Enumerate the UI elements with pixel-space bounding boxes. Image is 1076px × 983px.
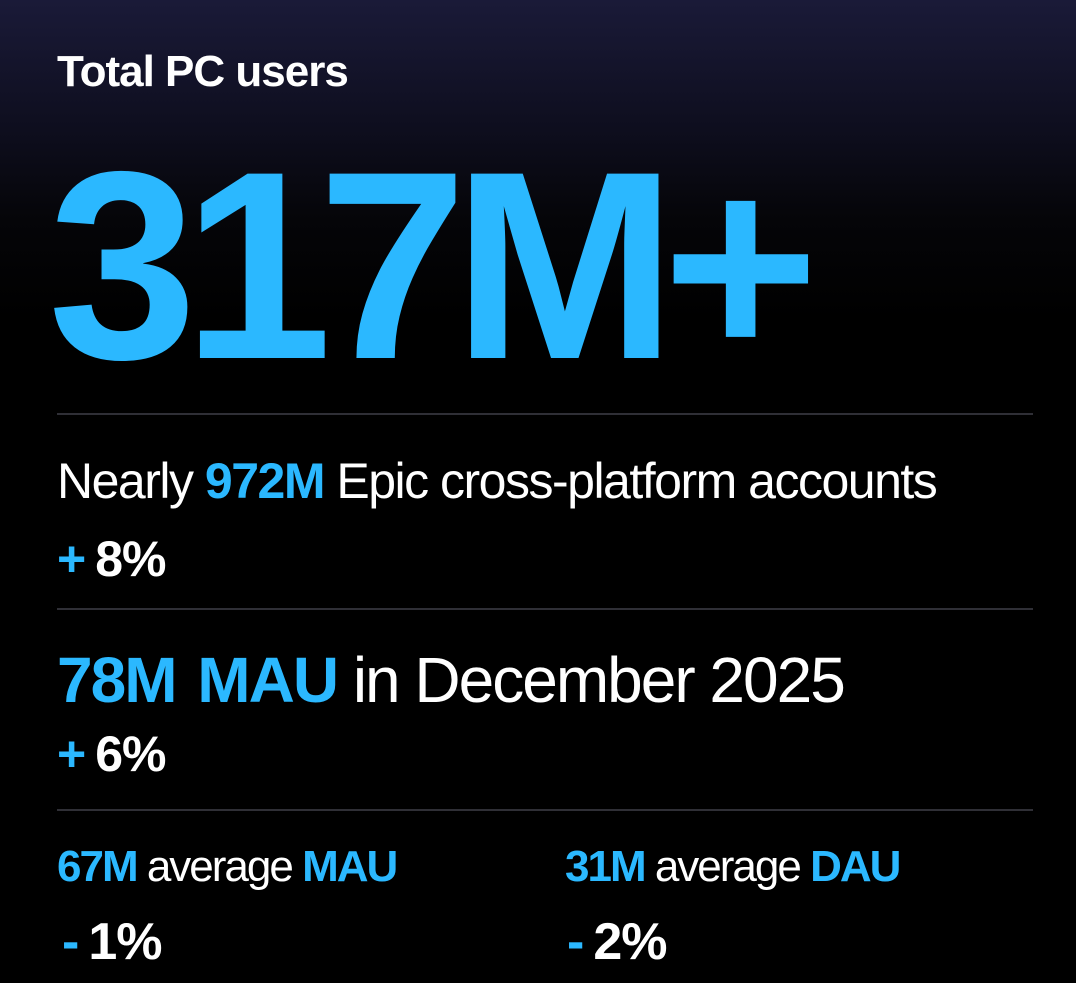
december-mau-stat: 78M MAU in December 2025 (57, 644, 846, 716)
average-dau-label: average (654, 842, 802, 891)
average-dau-delta: -2% (567, 912, 667, 972)
average-dau-stat: 31M average DAU (565, 840, 901, 894)
average-mau-delta-sign: - (62, 913, 79, 971)
total-pc-users-value: 317M+ (48, 115, 819, 415)
december-mau-delta-sign: + (57, 726, 86, 782)
accounts-value: 972M (204, 453, 326, 509)
accounts-delta: +8% (57, 529, 166, 589)
card-title: Total PC users (57, 47, 349, 96)
average-dau-value: 31M (565, 842, 647, 891)
accounts-stat: Nearly 972M Epic cross-platform accounts (57, 451, 938, 511)
average-mau-delta: -1% (62, 912, 162, 972)
accounts-prefix: Nearly (57, 453, 194, 509)
december-mau-suffix: in December 2025 (352, 644, 846, 716)
divider (57, 608, 1033, 610)
average-mau-stat: 67M average MAU (57, 840, 398, 894)
average-mau-label: average (146, 842, 294, 891)
average-dau-metric: DAU (810, 842, 901, 891)
divider (57, 809, 1033, 811)
average-mau-value: 67M (57, 842, 139, 891)
accounts-delta-sign: + (57, 531, 86, 587)
average-mau-metric: MAU (302, 842, 398, 891)
average-dau-delta-value: 2% (593, 913, 667, 971)
accounts-suffix: Epic cross-platform accounts (336, 453, 937, 509)
divider (57, 413, 1033, 415)
december-mau-delta: +6% (57, 724, 166, 784)
december-mau-delta-value: 6% (95, 726, 166, 782)
average-dau-delta-sign: - (567, 913, 584, 971)
average-mau-delta-value: 1% (88, 913, 162, 971)
december-mau-value: 78M (57, 644, 177, 716)
accounts-delta-value: 8% (95, 531, 166, 587)
december-mau-metric: MAU (197, 644, 339, 716)
